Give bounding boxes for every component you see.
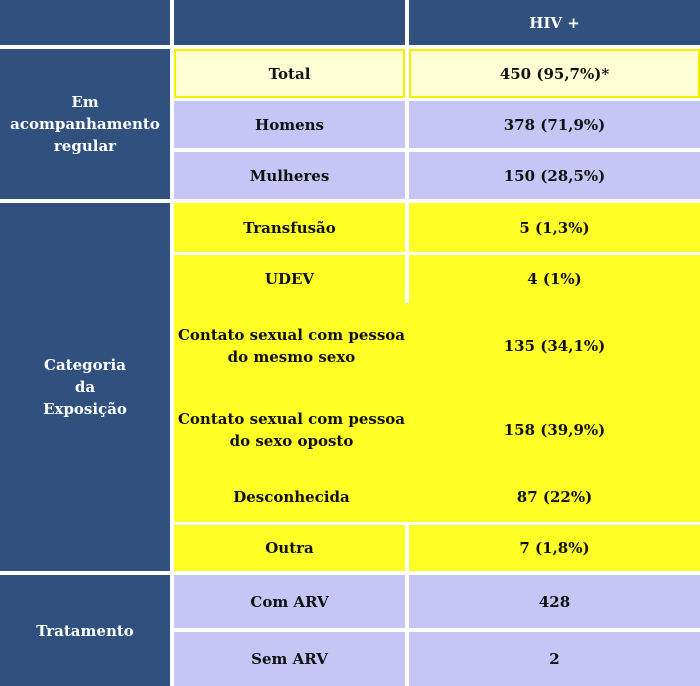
row-value-desconhecida: 87 (22%)	[409, 471, 700, 522]
row-value-total: 450 (95,7%)*	[409, 49, 700, 98]
row-label-homens: Homens	[174, 101, 405, 148]
row-value-sem-arv: 2	[409, 632, 700, 686]
group-label-acompanhamento: Em acompanhamento regular	[0, 49, 170, 199]
header-corner-cell	[0, 0, 170, 45]
row-label-transfusao: Transfusão	[174, 203, 405, 252]
row-value-mesmo-sexo: 135 (34,1%)	[409, 303, 700, 389]
row-value-transfusao: 5 (1,3%)	[409, 203, 700, 252]
row-label-sexo-oposto: Contato sexual com pessoa do sexo oposto	[174, 389, 409, 471]
row-label-mulheres: Mulheres	[174, 152, 405, 199]
row-label-outra: Outra	[174, 525, 405, 571]
row-label-desconhecida: Desconhecida	[174, 471, 409, 522]
group-label-tratamento: Tratamento	[0, 575, 170, 686]
row-value-com-arv: 428	[409, 575, 700, 628]
row-label-sem-arv: Sem ARV	[174, 632, 405, 686]
row-label-total: Total	[174, 49, 405, 98]
column-header-hiv: HIV +	[409, 0, 700, 45]
row-value-udev: 4 (1%)	[409, 255, 700, 303]
row-label-udev: UDEV	[174, 255, 405, 303]
row-value-mulheres: 150 (28,5%)	[409, 152, 700, 199]
row-label-com-arv: Com ARV	[174, 575, 405, 628]
row-value-homens: 378 (71,9%)	[409, 101, 700, 148]
header-blank-cell	[174, 0, 405, 45]
row-label-mesmo-sexo: Contato sexual com pessoa do mesmo sexo	[174, 303, 409, 389]
row-value-outra: 7 (1,8%)	[409, 525, 700, 571]
group-label-exposicao: Categoria da Exposição	[0, 203, 170, 571]
row-value-sexo-oposto: 158 (39,9%)	[409, 389, 700, 471]
